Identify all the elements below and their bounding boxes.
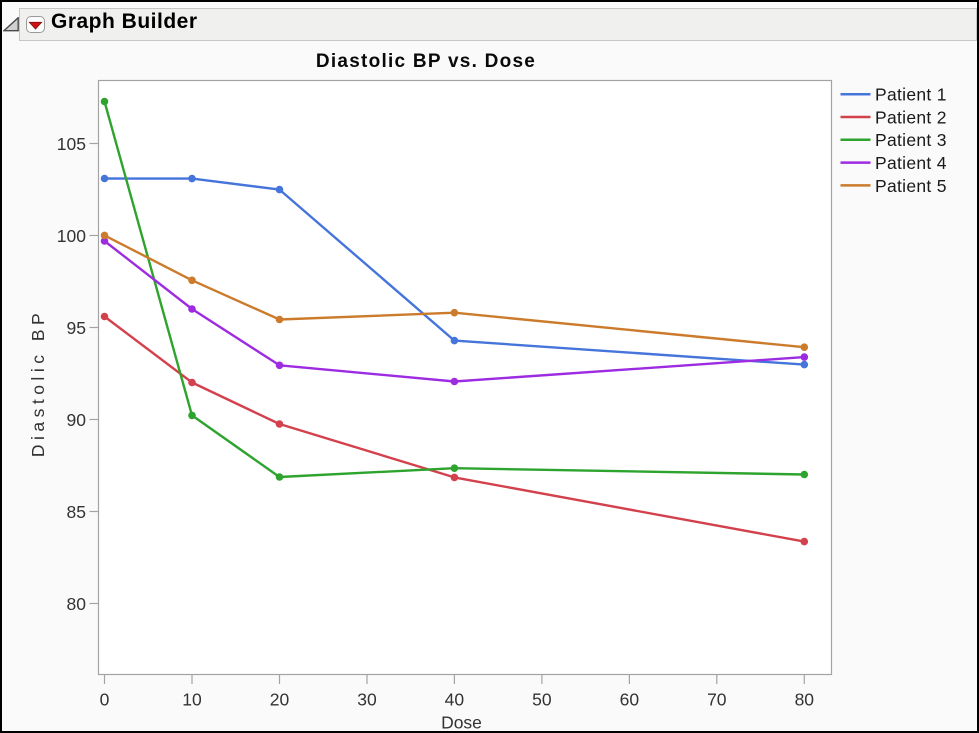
svg-text:20: 20 [270, 690, 290, 710]
svg-text:Diastolic BP vs. Dose: Diastolic BP vs. Dose [316, 51, 536, 72]
svg-text:30: 30 [357, 690, 377, 710]
svg-text:Patient 3: Patient 3 [875, 130, 947, 150]
svg-text:90: 90 [67, 410, 87, 430]
svg-text:Patient 2: Patient 2 [875, 107, 947, 127]
svg-text:105: 105 [57, 134, 86, 154]
svg-text:100: 100 [57, 226, 86, 246]
svg-text:Patient 4: Patient 4 [875, 153, 947, 173]
svg-text:Patient 1: Patient 1 [875, 85, 947, 105]
svg-text:Diastolic BP: Diastolic BP [28, 309, 48, 457]
svg-text:0: 0 [100, 690, 110, 710]
svg-text:40: 40 [445, 690, 465, 710]
svg-text:80: 80 [67, 594, 87, 614]
svg-text:85: 85 [67, 502, 86, 522]
svg-text:70: 70 [707, 690, 727, 710]
svg-text:95: 95 [67, 318, 86, 338]
svg-text:80: 80 [795, 690, 815, 710]
svg-text:Patient 5: Patient 5 [875, 176, 947, 196]
svg-text:10: 10 [182, 690, 202, 710]
svg-text:50: 50 [532, 690, 552, 710]
svg-text:Dose: Dose [441, 713, 482, 732]
svg-text:60: 60 [620, 690, 640, 710]
